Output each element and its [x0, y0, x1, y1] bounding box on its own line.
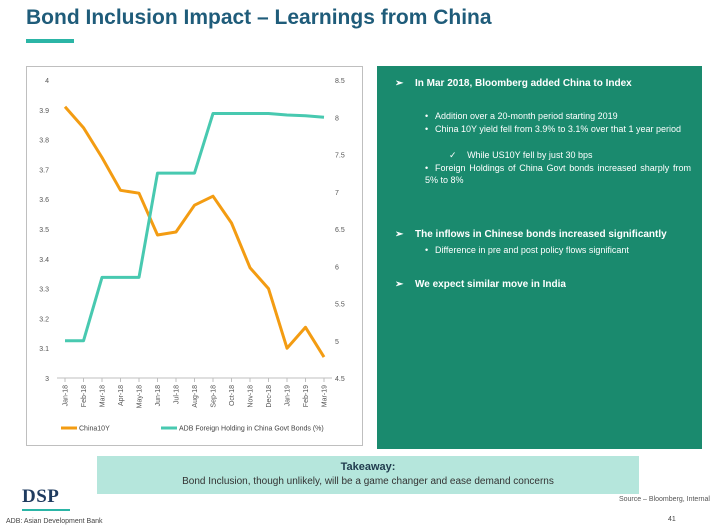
sub-point-yield-fell: • China 10Y yield fell from 3.9% to 3.1% … [425, 124, 681, 134]
y-left-tick-label: 3.3 [39, 287, 49, 294]
x-tick-label: Sep-18 [211, 385, 218, 408]
y-left-tick-label: 3.5 [39, 227, 49, 234]
y-right-tick-label: 4.5 [335, 376, 345, 383]
bullet-icon: • [425, 163, 429, 173]
arrow-bullet-icon: ➢ [395, 78, 404, 89]
x-tick-label: Aug-18 [192, 385, 199, 408]
x-tick-label: Dec-18 [266, 385, 273, 408]
title-underline [26, 39, 74, 43]
arrow-bullet-icon: ➢ [395, 229, 404, 240]
point-india-expectation: ➢ We expect similar move in India [395, 279, 566, 290]
point-inflows-increased: ➢ The inflows in Chinese bonds increased … [395, 229, 667, 240]
y-right-tick-label: 6.5 [335, 227, 345, 234]
bullet-icon: • [425, 245, 429, 255]
checkmark-icon: ✓ [449, 150, 457, 160]
y-left-tick-label: 3.2 [39, 316, 49, 323]
x-tick-label: May-18 [137, 385, 144, 408]
logo-underline [22, 509, 70, 511]
x-tick-label: Jan-18 [63, 385, 70, 407]
chart-container: 3 3.1 3.2 3.3 3.4 3.5 3.6 3.7 3.8 3.9 4 4.5 5 5.5 6 6.… [26, 66, 363, 446]
point-bloomberg-added-china: ➢ In Mar 2018, Bloomberg added China to I… [395, 78, 632, 89]
key-points-panel: ➢ In Mar 2018, Bloomberg added China to I… [377, 66, 702, 449]
x-tick-label: Mar-19 [322, 385, 329, 407]
footnote: ADB: Asian Development Bank [6, 518, 103, 525]
y-left-tick-label: 3.1 [39, 346, 49, 353]
y-left-tick-label: 3.4 [39, 257, 49, 264]
x-tick-label: Mar-18 [100, 385, 107, 407]
sub-point-policy-flows: • Difference in pre and post policy flows… [425, 245, 629, 255]
x-tick-label: Oct-18 [229, 385, 236, 406]
y-left-tick-label: 3 [45, 376, 49, 383]
y-left-tick-label: 3.7 [39, 167, 49, 174]
legend-label: China10Y [79, 426, 110, 433]
y-left-tick-label: 4 [45, 78, 49, 85]
dsp-logo: DSP [22, 486, 60, 507]
y-right-tick-label: 6 [335, 264, 339, 271]
check-point-us10y: ✓ While US10Y fell by just 30 bps [449, 150, 593, 160]
x-tick-label: Apr-18 [118, 385, 125, 406]
y-right-tick-label: 8.5 [335, 78, 345, 85]
series-line-china10y [63, 105, 326, 358]
x-tick-label: Feb-19 [303, 385, 310, 407]
bullet-icon: • [425, 111, 429, 121]
legend-label: ADB Foreign Holding in China Govt Bonds … [179, 426, 324, 433]
page-number: 41 [668, 516, 676, 523]
line-chart: 3 3.1 3.2 3.3 3.4 3.5 3.6 3.7 3.8 3.9 4 4.5 5 5.5 6 6.… [39, 78, 345, 433]
y-left-tick-label: 3.8 [39, 138, 49, 145]
page-title: Bond Inclusion Impact – Learnings from C… [26, 6, 492, 29]
x-tick-label: Nov-18 [248, 385, 255, 408]
x-tick-label: Jul-18 [174, 385, 181, 404]
x-tick-label: Jan-19 [285, 385, 292, 407]
y-left-tick-label: 3.6 [39, 197, 49, 204]
y-right-tick-label: 7 [335, 190, 339, 197]
sub-point-foreign-holdings: • Foreign Holdings of China Govt bonds in… [425, 163, 691, 185]
sub-point-addition-period: • Addition over a 20-month period startin… [425, 111, 618, 121]
takeaway-text: Bond Inclusion, though unlikely, will be… [182, 476, 554, 487]
x-tick-label: Feb-18 [81, 385, 88, 407]
y-right-tick-label: 8 [335, 115, 339, 122]
x-tick-label: Jun-18 [155, 385, 162, 407]
takeaway-title: Takeaway: [340, 461, 396, 473]
source-note: Source – Bloomberg, Internal [618, 496, 710, 503]
bullet-icon: • [425, 124, 429, 134]
arrow-bullet-icon: ➢ [395, 279, 404, 290]
y-right-tick-label: 7.5 [335, 153, 345, 160]
takeaway-box: Takeaway: Bond Inclusion, though unlikel… [97, 456, 639, 494]
y-right-tick-label: 5 [335, 339, 339, 346]
y-left-tick-label: 3.9 [39, 108, 49, 115]
y-right-tick-label: 5.5 [335, 302, 345, 309]
series-line-adb-foreign-holding [65, 112, 325, 343]
